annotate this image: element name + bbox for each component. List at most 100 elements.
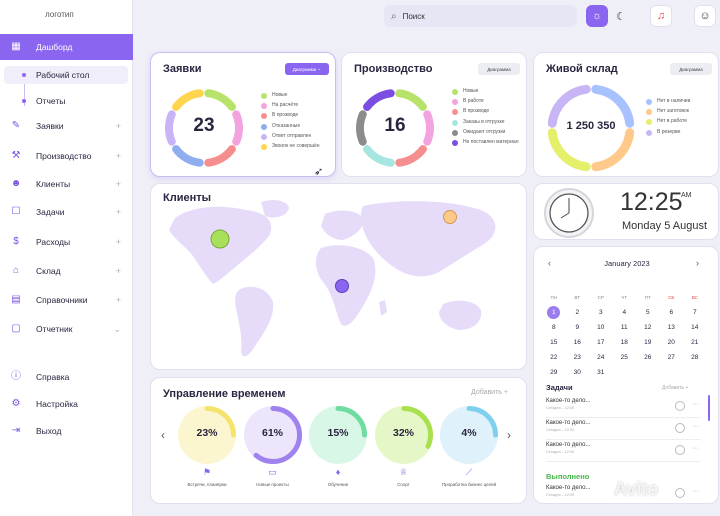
calendar-day[interactable]: 8 bbox=[551, 324, 556, 331]
calendar-day[interactable]: 31 bbox=[597, 369, 605, 376]
calendar-day[interactable]: 22 bbox=[550, 354, 558, 361]
more-icon[interactable]: ··· bbox=[692, 423, 699, 430]
task-item[interactable]: Какое-то дело... Сегодня – 12:00 ··· bbox=[546, 420, 701, 440]
calendar-day[interactable]: 9 bbox=[575, 324, 580, 331]
requests-chart-dropdown[interactable]: Диаграмма ⌄ bbox=[285, 63, 329, 75]
sidebar-item-clients[interactable]: ☻ Клиенты + bbox=[10, 178, 121, 189]
legend-item: Ожидают отгрузки bbox=[452, 128, 526, 136]
calendar-day[interactable]: 19 bbox=[644, 339, 652, 346]
calendar-day[interactable]: 24 bbox=[597, 354, 605, 361]
time-category[interactable]: 23% bbox=[177, 405, 237, 465]
time-category[interactable]: 32% bbox=[374, 405, 434, 465]
sidebar-item-expenses[interactable]: $ Расходы + bbox=[0, 229, 133, 255]
clipboard-icon: ☐ bbox=[11, 206, 21, 217]
tasks-title: Задачи bbox=[546, 383, 573, 392]
map-marker-asia bbox=[443, 210, 457, 224]
dark-theme-button[interactable]: ☾ bbox=[610, 5, 632, 27]
sidebar-item-references[interactable]: ▤ Справочники + bbox=[11, 294, 121, 305]
more-icon[interactable]: ··· bbox=[692, 401, 699, 408]
legend-label: Ответ отправлен bbox=[272, 132, 312, 139]
tasks-scrollbar[interactable] bbox=[708, 395, 710, 421]
calendar-day[interactable]: 12 bbox=[644, 324, 652, 331]
chevron-down-icon: ⌄ bbox=[317, 66, 322, 71]
calendar-day[interactable]: 4 bbox=[622, 309, 627, 316]
calendar-day[interactable]: 11 bbox=[620, 324, 628, 331]
logo: логотип bbox=[45, 10, 74, 19]
donut-segment bbox=[423, 110, 434, 146]
search-icon: ⌕ bbox=[391, 10, 397, 22]
edit-icon: ✎ bbox=[11, 120, 21, 131]
sidebar-item-requests[interactable]: ✎ Заявки + bbox=[11, 120, 121, 131]
task-item[interactable]: Какое-то дело... Сегодня – 12:00 ··· bbox=[546, 442, 701, 462]
carousel-next-button[interactable]: › bbox=[507, 428, 511, 442]
calendar-day[interactable]: 30 bbox=[573, 369, 581, 376]
calendar-day[interactable]: 27 bbox=[667, 354, 675, 361]
legend-dot bbox=[261, 113, 267, 120]
sidebar-item-production[interactable]: ⚒ Производство + bbox=[11, 150, 121, 161]
sidebar-item-help[interactable]: ⓘ Справка bbox=[11, 371, 70, 382]
calendar-day[interactable]: 20 bbox=[667, 339, 675, 346]
time-category[interactable]: 15% bbox=[308, 405, 368, 465]
calendar-prev-button[interactable]: ‹ bbox=[548, 258, 551, 268]
legend-item: Не поставлен материал bbox=[452, 139, 526, 146]
carousel-prev-button[interactable]: ‹ bbox=[161, 428, 165, 442]
more-icon[interactable]: ··· bbox=[692, 445, 699, 452]
calendar-day[interactable]: 14 bbox=[691, 324, 699, 331]
sidebar-item-warehouse[interactable]: ⌂ Склад + bbox=[0, 258, 133, 284]
sidebar-item-tasks[interactable]: ☐ Задачи + bbox=[11, 206, 121, 217]
calendar-day[interactable]: 21 bbox=[691, 339, 699, 346]
graduation-cap-icon: ♦ bbox=[335, 467, 341, 477]
task-checkbox[interactable] bbox=[675, 488, 685, 498]
calendar-day[interactable]: 18 bbox=[620, 339, 628, 346]
calendar-day[interactable]: 29 bbox=[550, 369, 558, 376]
donut-segment bbox=[363, 89, 395, 111]
legend-label: Ожидают отгрузки bbox=[463, 128, 506, 135]
progress-ring-arc bbox=[178, 406, 236, 464]
calendar-day[interactable]: 5 bbox=[645, 309, 650, 316]
time-category[interactable]: 61% bbox=[243, 405, 303, 465]
calendar-day[interactable]: 7 bbox=[692, 309, 697, 316]
calendar-day[interactable]: 16 bbox=[573, 339, 581, 346]
light-theme-button[interactable]: ☼ bbox=[586, 5, 608, 27]
calendar-day[interactable]: 15 bbox=[550, 339, 558, 346]
warehouse-chart-dropdown[interactable]: Диаграмма bbox=[670, 63, 712, 75]
task-checkbox[interactable] bbox=[675, 401, 685, 411]
calendar-next-button[interactable]: › bbox=[696, 258, 699, 268]
sidebar-item-reporter[interactable]: ▢ Отчетник ⌄ bbox=[11, 323, 121, 334]
sun-icon: ☼ bbox=[591, 10, 603, 22]
tasks-add-button[interactable]: Добавить + bbox=[662, 385, 689, 391]
calendar-day[interactable]: 26 bbox=[644, 354, 652, 361]
calendar-day[interactable]: 25 bbox=[620, 354, 628, 361]
sidebar-item-settings[interactable]: ⚙ Настройка bbox=[11, 398, 78, 409]
sidebar-subitem-desktop[interactable]: Рабочий стол bbox=[4, 66, 128, 84]
task-checkbox[interactable] bbox=[675, 445, 685, 455]
task-checkbox[interactable] bbox=[675, 423, 685, 433]
calendar-week: 29 30 31 bbox=[542, 365, 712, 380]
more-icon[interactable]: ··· bbox=[692, 488, 699, 495]
calendar-day[interactable]: 23 bbox=[573, 354, 581, 361]
sidebar-item-dashboard[interactable]: ▦ Дашборд bbox=[0, 34, 133, 60]
calendar-weekday: ПТ bbox=[644, 295, 651, 300]
calendar-day[interactable]: 17 bbox=[597, 339, 605, 346]
profile-button[interactable]: ☺ bbox=[694, 5, 716, 27]
calendar-day[interactable]: 10 bbox=[597, 324, 605, 331]
calendar-day[interactable]: 13 bbox=[667, 324, 675, 331]
search-input[interactable]: ⌕ Поиск bbox=[384, 5, 577, 27]
calendar-day[interactable]: 6 bbox=[669, 309, 674, 316]
production-chart-dropdown[interactable]: Диаграмма bbox=[478, 63, 520, 75]
calendar-day[interactable]: 2 bbox=[575, 309, 580, 316]
notifications-button[interactable]: ♫ bbox=[650, 5, 672, 27]
calendar-day[interactable]: 3 bbox=[598, 309, 603, 316]
progress-ring bbox=[374, 406, 433, 464]
sidebar-item-logout[interactable]: ⇥ Выход bbox=[11, 425, 62, 436]
legend-dot bbox=[646, 129, 652, 136]
task-item[interactable]: Какое-то дело... Сегодня – 12:00 ··· bbox=[546, 485, 701, 503]
sidebar-subitem-reports[interactable]: Отчеты bbox=[22, 96, 65, 106]
calendar-day[interactable]: 1 bbox=[547, 306, 561, 319]
task-item[interactable]: Какое-то дело... Сегодня – 12:00 ··· bbox=[546, 398, 701, 418]
time-category[interactable]: 4% bbox=[439, 405, 499, 465]
map-marker-africa bbox=[335, 279, 349, 293]
time-management-add-button[interactable]: Добавить + bbox=[471, 389, 508, 396]
legend-label: Нет в работе bbox=[657, 118, 688, 125]
calendar-day[interactable]: 28 bbox=[691, 354, 699, 361]
